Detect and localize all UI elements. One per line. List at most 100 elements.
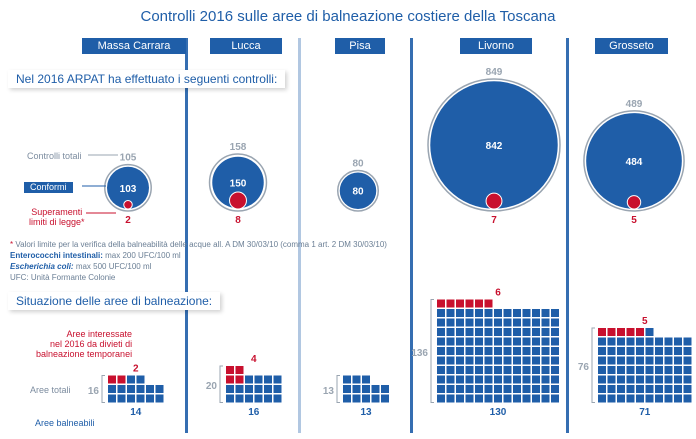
area-square xyxy=(475,347,483,355)
area-square-divieto xyxy=(235,366,244,374)
note-line-4: UFC: Unità Formante Colonie xyxy=(10,273,116,282)
area-square xyxy=(273,385,282,393)
area-square xyxy=(636,385,644,393)
area-square-divieto xyxy=(636,328,644,336)
area-square-divieto xyxy=(108,375,116,384)
area-square xyxy=(532,394,540,403)
area-square xyxy=(437,385,445,393)
area-square xyxy=(655,385,663,393)
area-square xyxy=(456,328,464,336)
area-square xyxy=(503,328,512,336)
area-square xyxy=(626,375,635,384)
area-square xyxy=(645,356,654,365)
superamenti-value: 7 xyxy=(491,215,497,226)
area-square xyxy=(522,309,531,317)
area-square xyxy=(655,347,663,355)
area-square xyxy=(532,337,540,346)
area-square-divieto xyxy=(598,328,606,336)
area-square xyxy=(541,318,550,327)
area-square xyxy=(475,366,483,374)
area-square xyxy=(273,375,282,384)
area-square xyxy=(645,366,654,374)
area-square xyxy=(598,356,606,365)
legend-conformi: Conformi xyxy=(24,182,73,193)
area-square xyxy=(146,385,154,393)
superamenti-dot xyxy=(229,191,247,210)
area-square xyxy=(437,337,445,346)
area-square-divieto xyxy=(117,375,126,384)
total-bracket xyxy=(591,327,595,403)
area-square xyxy=(437,366,445,374)
area-square xyxy=(494,347,502,355)
superamenti-dot xyxy=(626,195,642,210)
area-square xyxy=(343,394,351,403)
totali-value: 158 xyxy=(230,142,247,153)
area-square xyxy=(484,318,493,327)
note-line-3: Escherichia coli: max 500 UFC/100 ml xyxy=(10,262,152,271)
area-square xyxy=(465,318,474,327)
province-header: Massa Carrara xyxy=(82,38,186,54)
area-square xyxy=(626,356,635,365)
divieti-value: 4 xyxy=(251,354,257,365)
area-square xyxy=(245,375,253,384)
area-square xyxy=(465,309,474,317)
divieti-value: 6 xyxy=(495,288,501,299)
area-square xyxy=(551,385,559,393)
area-square xyxy=(617,385,625,393)
area-square xyxy=(446,337,455,346)
area-square-divieto xyxy=(607,328,616,336)
aree-balneabili-value: 71 xyxy=(639,407,651,418)
area-square xyxy=(494,318,502,327)
area-square xyxy=(465,375,474,384)
area-square xyxy=(513,318,521,327)
area-square xyxy=(484,394,493,403)
bubble-conformi xyxy=(430,81,558,209)
area-square xyxy=(465,337,474,346)
area-square xyxy=(273,394,282,403)
area-square xyxy=(484,375,493,384)
area-square xyxy=(352,394,361,403)
area-square xyxy=(626,394,635,403)
area-square xyxy=(465,385,474,393)
area-square xyxy=(551,337,559,346)
aree-totali-value: 13 xyxy=(323,386,335,397)
area-square xyxy=(513,366,521,374)
area-square xyxy=(362,375,370,384)
area-square xyxy=(494,375,502,384)
area-square xyxy=(664,366,673,374)
area-square xyxy=(484,309,493,317)
column-divider xyxy=(410,38,413,433)
totali-value: 489 xyxy=(626,99,643,110)
area-square xyxy=(484,337,493,346)
area-square xyxy=(645,328,654,336)
area-square-divieto xyxy=(446,299,455,308)
area-square xyxy=(541,347,550,355)
aree-balneabili-value: 14 xyxy=(130,407,142,418)
area-square xyxy=(494,337,502,346)
area-square xyxy=(513,347,521,355)
area-square xyxy=(522,328,531,336)
area-square xyxy=(494,328,502,336)
area-square xyxy=(127,375,135,384)
legend-superamenti: Superamenti limiti di legge* xyxy=(29,207,85,227)
province-header: Grosseto xyxy=(595,38,668,54)
area-square xyxy=(683,375,692,384)
area-square xyxy=(541,375,550,384)
area-square xyxy=(136,385,145,393)
area-square xyxy=(446,366,455,374)
area-square xyxy=(551,366,559,374)
area-square xyxy=(381,394,389,403)
area-square xyxy=(446,356,455,365)
bubble-conformi xyxy=(212,156,264,209)
area-square xyxy=(617,356,625,365)
area-square xyxy=(456,366,464,374)
area-square xyxy=(513,356,521,365)
section-controls-title: Nel 2016 ARPAT ha effettuato i seguenti … xyxy=(8,70,286,88)
legend-divieti: Aree interessate nel 2016 da divieti di ba… xyxy=(36,329,133,359)
area-square xyxy=(636,394,644,403)
area-square xyxy=(598,337,606,346)
area-square xyxy=(465,328,474,336)
total-bracket xyxy=(101,375,105,403)
area-square xyxy=(446,375,455,384)
